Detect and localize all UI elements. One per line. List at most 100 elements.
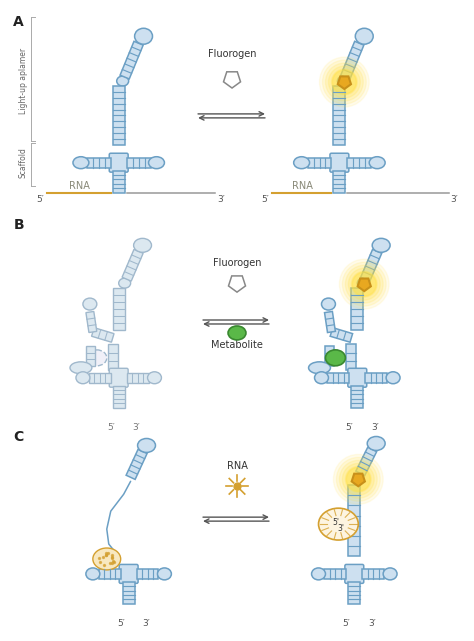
Polygon shape <box>91 328 114 342</box>
Ellipse shape <box>321 298 336 310</box>
Polygon shape <box>338 76 351 89</box>
Polygon shape <box>127 373 148 383</box>
Ellipse shape <box>83 298 97 310</box>
Circle shape <box>348 268 380 300</box>
Ellipse shape <box>76 372 90 384</box>
Text: Light-up aplamer: Light-up aplamer <box>19 48 28 114</box>
Ellipse shape <box>357 278 369 288</box>
Polygon shape <box>348 485 360 556</box>
Polygon shape <box>356 447 377 476</box>
Text: C: C <box>13 429 24 444</box>
Polygon shape <box>308 158 331 168</box>
Ellipse shape <box>86 568 100 580</box>
Ellipse shape <box>228 326 246 340</box>
Polygon shape <box>333 86 346 145</box>
Text: RNA: RNA <box>69 181 90 190</box>
Polygon shape <box>126 449 147 479</box>
Circle shape <box>328 66 360 98</box>
Circle shape <box>339 259 389 309</box>
Polygon shape <box>113 86 125 145</box>
Ellipse shape <box>369 156 385 169</box>
Text: 5′: 5′ <box>36 195 44 204</box>
Ellipse shape <box>309 362 330 374</box>
Circle shape <box>346 467 371 492</box>
Polygon shape <box>127 158 151 168</box>
Text: 3′: 3′ <box>371 422 379 431</box>
FancyBboxPatch shape <box>348 369 367 387</box>
Text: B: B <box>13 219 24 233</box>
Text: 5′: 5′ <box>346 422 353 431</box>
Polygon shape <box>137 569 158 579</box>
FancyBboxPatch shape <box>330 153 349 172</box>
Circle shape <box>342 262 386 306</box>
Ellipse shape <box>311 568 326 580</box>
Circle shape <box>342 463 374 495</box>
Polygon shape <box>361 249 382 281</box>
Ellipse shape <box>135 28 153 44</box>
Ellipse shape <box>70 362 92 374</box>
Polygon shape <box>348 582 360 604</box>
Polygon shape <box>347 158 371 168</box>
Text: 3': 3' <box>338 524 345 533</box>
Ellipse shape <box>319 508 358 540</box>
Text: 3′: 3′ <box>133 422 140 431</box>
Circle shape <box>331 69 357 95</box>
Text: Scaffold: Scaffold <box>19 147 28 178</box>
Polygon shape <box>365 373 387 383</box>
Circle shape <box>337 458 380 501</box>
Ellipse shape <box>337 76 349 86</box>
Polygon shape <box>120 41 143 79</box>
Ellipse shape <box>356 28 373 44</box>
Ellipse shape <box>147 372 162 384</box>
Text: Fluorogen: Fluorogen <box>213 258 261 268</box>
Ellipse shape <box>386 372 400 384</box>
Text: 5′: 5′ <box>261 195 269 204</box>
Ellipse shape <box>315 372 328 384</box>
Ellipse shape <box>367 437 385 451</box>
Text: RNA: RNA <box>292 181 312 190</box>
Ellipse shape <box>148 156 164 169</box>
Polygon shape <box>330 328 353 342</box>
Circle shape <box>322 60 366 104</box>
Text: 3′: 3′ <box>217 195 225 204</box>
FancyBboxPatch shape <box>109 153 128 172</box>
Polygon shape <box>325 312 336 333</box>
Ellipse shape <box>118 278 131 288</box>
Polygon shape <box>86 346 95 366</box>
Circle shape <box>333 454 383 504</box>
Circle shape <box>352 272 376 296</box>
Circle shape <box>326 63 363 101</box>
Polygon shape <box>357 279 371 291</box>
Ellipse shape <box>73 156 89 169</box>
Polygon shape <box>123 582 135 604</box>
Ellipse shape <box>326 350 346 366</box>
Ellipse shape <box>383 568 397 580</box>
Polygon shape <box>362 569 384 579</box>
Polygon shape <box>87 158 111 168</box>
Text: Metabolite: Metabolite <box>211 340 263 350</box>
Text: 5′: 5′ <box>117 619 125 628</box>
Polygon shape <box>122 249 143 281</box>
Polygon shape <box>86 312 97 333</box>
Polygon shape <box>333 171 346 192</box>
Polygon shape <box>341 41 364 79</box>
Circle shape <box>332 70 356 94</box>
Polygon shape <box>113 171 125 192</box>
Polygon shape <box>351 288 363 330</box>
Ellipse shape <box>372 238 390 253</box>
Ellipse shape <box>294 156 310 169</box>
Polygon shape <box>328 373 349 383</box>
Ellipse shape <box>87 350 107 366</box>
Polygon shape <box>113 386 125 408</box>
Text: 5′: 5′ <box>107 422 115 431</box>
Polygon shape <box>325 346 334 366</box>
Text: RNA: RNA <box>227 462 247 471</box>
Circle shape <box>319 57 369 107</box>
Text: 3′: 3′ <box>143 619 150 628</box>
Ellipse shape <box>134 238 152 253</box>
Polygon shape <box>89 373 111 383</box>
Polygon shape <box>325 569 346 579</box>
Polygon shape <box>108 344 118 370</box>
Ellipse shape <box>93 548 121 570</box>
Polygon shape <box>352 474 365 487</box>
